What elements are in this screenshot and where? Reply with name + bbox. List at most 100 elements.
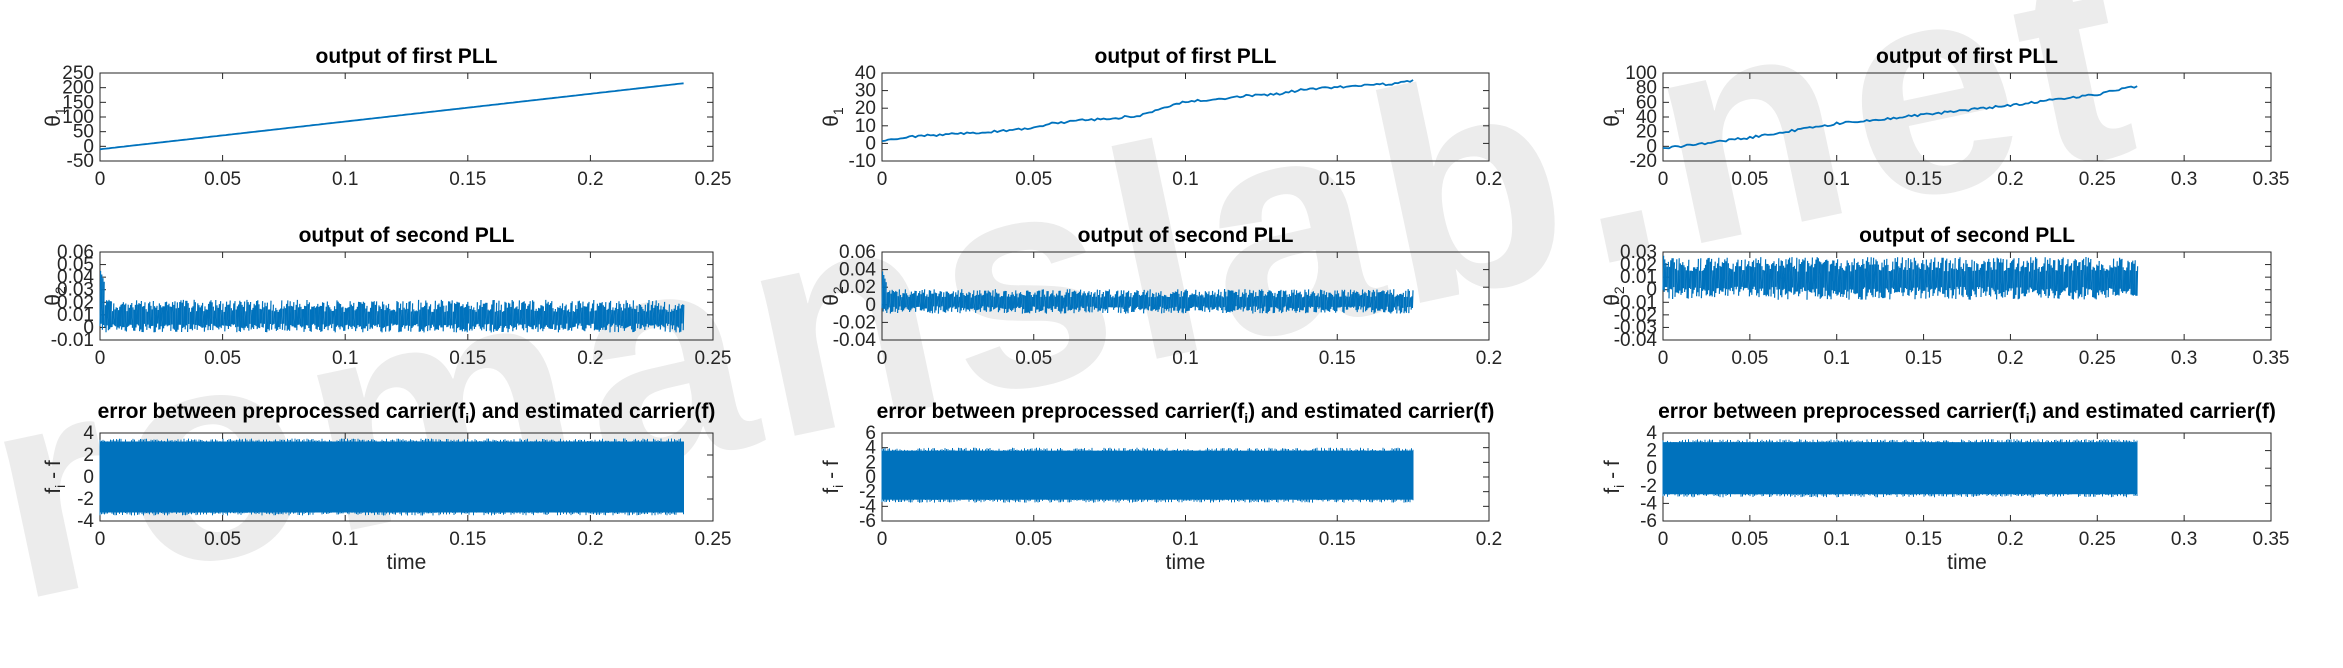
x-tick-label: 0 <box>95 169 106 190</box>
x-tick-label: 0.25 <box>2079 169 2116 190</box>
y-tick-label: 200 <box>62 78 94 99</box>
x-tick-label: 0.2 <box>1997 169 2023 190</box>
y-tick-label: 0.03 <box>57 280 94 301</box>
x-tick-label: 0.2 <box>1476 348 1502 369</box>
series-signal-edge <box>99 438 684 516</box>
plot-title: output of first PLL <box>1876 45 2058 68</box>
y-tick-label: 0 <box>865 467 876 488</box>
x-tick-label: 0 <box>95 529 106 550</box>
axes-box <box>1662 72 2272 162</box>
y-tick-label: 0 <box>83 136 94 157</box>
y-tick-label: 0 <box>865 133 876 154</box>
y-tick-label: 40 <box>855 63 876 84</box>
y-tick-label: -2 <box>859 482 876 503</box>
y-tick-label: 6 <box>865 423 876 444</box>
subplot-3-3: 0 0.05 0.1 0.15 0.2 0.25 0.3 0.35-6-4-2024error… <box>1601 400 2289 574</box>
y-tick-label: -0.04 <box>833 330 877 351</box>
y-tick-label: 4 <box>83 423 94 444</box>
series-line <box>881 79 1414 142</box>
y-tick-label: 0.06 <box>839 242 876 263</box>
y-tick-label: 0.05 <box>57 255 94 276</box>
series-line <box>99 82 684 151</box>
plot-title: error between preprocessed carrier(fi) a… <box>98 400 716 426</box>
x-tick-label: 0.1 <box>332 529 358 550</box>
x-tick-label: 0 <box>877 169 888 190</box>
x-tick-label: 0.1 <box>1824 169 1850 190</box>
x-tick-label: 0.15 <box>449 529 486 550</box>
x-tick-label: 0.05 <box>204 529 241 550</box>
x-tick-label: 0.1 <box>1824 348 1850 369</box>
axes-box <box>881 72 1490 162</box>
y-tick-label: 20 <box>1636 122 1657 143</box>
y-tick-label: -0.01 <box>51 330 94 351</box>
x-tick-label: 0 <box>95 348 106 369</box>
y-tick-label: -10 <box>849 151 876 172</box>
y-axis-label: fi - f <box>820 460 846 494</box>
subplot-1-1: 0 0.05 0.1 0.15 0.2 0.25-50050100150200250out… <box>42 45 731 190</box>
y-tick-label: -50 <box>67 151 94 172</box>
plot-title: error between preprocessed carrier(fi) a… <box>877 400 1495 426</box>
y-tick-label: 2 <box>1646 441 1657 462</box>
y-tick-label: 80 <box>1636 78 1657 99</box>
x-axis-label: time <box>1166 551 1206 574</box>
y-tick-label: 100 <box>62 107 94 128</box>
y-tick-label: 0 <box>1646 136 1657 157</box>
y-tick-label: 150 <box>62 92 94 113</box>
y-axis-label: fi - f <box>1601 460 1627 494</box>
x-tick-label: 0.15 <box>1905 169 1942 190</box>
y-tick-label: 0 <box>865 295 876 316</box>
x-tick-label: 0.05 <box>1731 169 1768 190</box>
subplot-2-2: 0 0.05 0.1 0.15 0.2-0.04-0.0200.020.040.06ou… <box>820 224 1502 369</box>
plot-title: output of first PLL <box>316 45 498 68</box>
y-tick-label: 0.04 <box>57 267 94 288</box>
x-tick-label: 0.15 <box>449 348 486 369</box>
y-tick-label: 0.03 <box>1620 242 1657 263</box>
series-signal <box>1662 255 2139 300</box>
y-tick-label: -2 <box>77 489 94 510</box>
y-tick-label: 0.02 <box>1620 255 1657 276</box>
y-axis-label: θ2 <box>42 286 68 306</box>
x-tick-label: 0.05 <box>204 348 241 369</box>
x-tick-label: 0.15 <box>1319 348 1356 369</box>
y-tick-label: 60 <box>1636 92 1657 113</box>
x-tick-label: 0.05 <box>1731 348 1768 369</box>
y-tick-label: 10 <box>855 116 876 137</box>
subplot-2-1: 0 0.05 0.1 0.15 0.2 0.25-0.0100.010.020.030.0… <box>42 224 731 369</box>
y-axis-label: θ1 <box>42 107 68 127</box>
x-tick-label: 0.25 <box>2079 529 2116 550</box>
y-tick-label: 2 <box>83 445 94 466</box>
x-tick-label: 0.25 <box>695 348 732 369</box>
plot-title: output of second PLL <box>1078 224 1294 247</box>
y-tick-label: -0.02 <box>833 312 876 333</box>
y-axis-label: θ1 <box>1601 107 1627 127</box>
x-tick-label: 0.05 <box>204 169 241 190</box>
x-tick-label: 0.3 <box>2171 348 2197 369</box>
x-tick-label: 0 <box>1658 529 1669 550</box>
x-tick-label: 0.35 <box>2253 348 2290 369</box>
x-tick-label: 0.1 <box>1824 529 1850 550</box>
y-tick-label: 250 <box>62 63 94 84</box>
x-tick-label: 0.2 <box>577 169 603 190</box>
y-tick-label: 2 <box>865 452 876 473</box>
x-axis-label: time <box>1947 551 1987 574</box>
x-axis-label: time <box>387 551 427 574</box>
x-tick-label: 0.2 <box>1997 348 2023 369</box>
x-tick-label: 0.2 <box>1476 169 1502 190</box>
y-tick-label: -4 <box>859 496 876 517</box>
x-tick-label: 0.25 <box>2079 348 2116 369</box>
y-tick-label: -0.01 <box>1614 292 1657 313</box>
series-line <box>1662 85 2138 150</box>
y-tick-label: 40 <box>1636 107 1657 128</box>
axes-box <box>1662 251 2272 341</box>
y-tick-label: -20 <box>1630 151 1657 172</box>
series-signal <box>881 271 1414 314</box>
x-tick-label: 0.1 <box>1172 169 1198 190</box>
y-tick-label: 30 <box>855 81 876 102</box>
x-tick-label: 0.05 <box>1015 169 1052 190</box>
y-tick-label: 0.04 <box>839 260 876 281</box>
y-tick-label: -6 <box>859 511 876 532</box>
x-tick-label: 0.2 <box>1476 529 1502 550</box>
x-tick-label: 0.2 <box>1997 529 2023 550</box>
